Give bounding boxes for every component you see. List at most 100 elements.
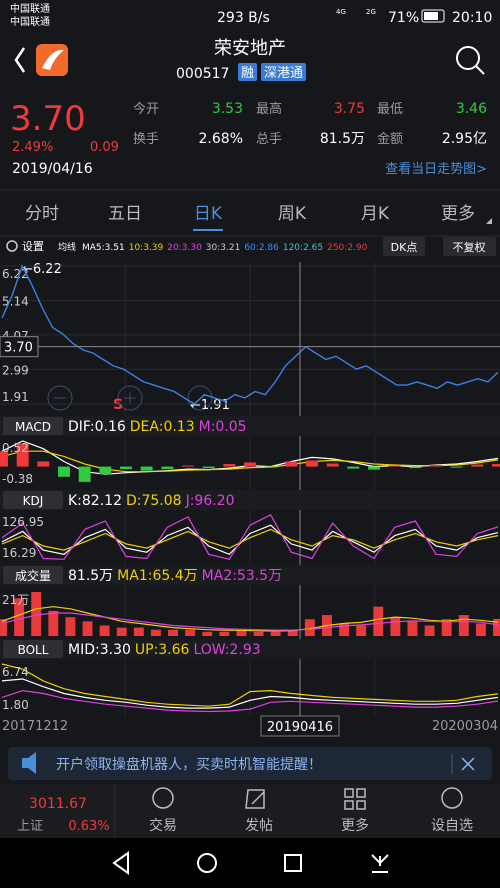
series-line — [1, 528, 499, 551]
dk-button[interactable] — [383, 237, 425, 256]
nav-item[interactable]: 更多 — [341, 817, 369, 834]
intraday-link[interactable]: 查看当日走势图> — [385, 161, 487, 177]
bar — [441, 619, 452, 636]
series-line — [1, 678, 499, 709]
bar — [287, 629, 298, 636]
close-banner[interactable] — [461, 757, 475, 771]
tab[interactable]: 分时 — [25, 204, 59, 224]
more-icon[interactable] — [344, 788, 366, 810]
adjust-button[interactable] — [443, 237, 496, 256]
y-tick-label: 21万 — [2, 593, 29, 607]
ma-value: 60:2.86 — [244, 243, 279, 253]
index-change[interactable]: 0.63% — [68, 819, 109, 834]
tab[interactable]: 月K — [361, 204, 390, 224]
bar — [430, 465, 442, 467]
home-key[interactable] — [197, 853, 217, 873]
bar — [471, 464, 484, 467]
settings-button[interactable]: 设置 — [22, 240, 44, 253]
tab[interactable]: 五日 — [108, 204, 142, 224]
hide-key[interactable] — [371, 854, 389, 873]
y-tick-label: 126.95 — [2, 515, 44, 529]
bar — [0, 619, 7, 636]
nav-item[interactable]: 交易 — [149, 817, 177, 834]
indicator-name[interactable]: BOLL — [18, 643, 49, 657]
indicator-name[interactable]: KDJ — [23, 494, 44, 508]
indicator-button[interactable] — [3, 640, 63, 658]
indicator-button[interactable] — [3, 491, 63, 509]
settings-icon[interactable] — [6, 240, 18, 252]
legend-entry: MA2:53.5万 — [202, 568, 282, 584]
stat-label: 总手 — [256, 132, 282, 147]
legend-entry: LOW:2.93 — [193, 642, 260, 658]
bar — [219, 631, 230, 636]
nav-button[interactable] — [187, 385, 213, 411]
series-line — [1, 450, 499, 473]
back-button[interactable] — [14, 47, 26, 73]
bar — [58, 466, 70, 477]
bar — [368, 466, 380, 470]
tab[interactable]: 周K — [278, 204, 307, 224]
bar — [182, 465, 194, 467]
indicator-button[interactable] — [3, 417, 63, 435]
bar — [99, 466, 112, 475]
series-line — [1, 606, 499, 632]
tab[interactable]: 日K — [194, 204, 223, 224]
nav-item[interactable]: 发帖 — [245, 818, 273, 834]
bar — [150, 629, 161, 636]
y-tick-label: 0.52 — [2, 441, 29, 455]
indicator-header — [0, 416, 500, 436]
index-value[interactable]: 3011.67 — [29, 796, 87, 812]
bar — [120, 466, 132, 470]
bar — [409, 466, 422, 469]
system-nav — [0, 838, 500, 888]
bar — [347, 466, 360, 469]
tab[interactable]: 更多 — [441, 204, 475, 224]
low-label: ←1.91 — [190, 398, 230, 413]
bar — [16, 443, 29, 467]
banner[interactable] — [8, 747, 492, 780]
battery-icon — [421, 9, 445, 23]
banner-text[interactable]: 开户领取操盘机器人，买卖时机智能提醒！ — [56, 756, 322, 773]
cursor-date: 20190416 — [267, 720, 333, 735]
y-tick-label: 6.22 — [2, 267, 29, 281]
back-key[interactable] — [112, 851, 129, 875]
dk-button[interactable]: DK点 — [391, 241, 418, 254]
network: 2G — [366, 8, 376, 16]
zoom-out[interactable] — [47, 385, 73, 411]
bar — [65, 617, 76, 636]
y-tick-label: 2.99 — [2, 363, 29, 377]
bar — [475, 623, 486, 636]
indicator-name[interactable]: MACD — [15, 420, 51, 434]
zoom-in[interactable] — [117, 385, 143, 411]
change-pct: 2.49% — [12, 140, 53, 155]
search-button[interactable] — [475, 65, 485, 75]
cursor-label: 3.70 — [4, 341, 33, 356]
zoom-in[interactable] — [124, 392, 136, 404]
recents-key[interactable] — [284, 854, 302, 872]
index-name[interactable]: 上证 — [17, 819, 43, 834]
indicator-button[interactable] — [3, 566, 63, 584]
watch-icon[interactable] — [441, 787, 463, 809]
post-icon[interactable] — [245, 789, 265, 809]
trade-icon[interactable] — [152, 787, 174, 809]
nav-item[interactable]: 设自选 — [431, 818, 473, 834]
carrier: 中国联通 — [10, 15, 50, 28]
stat-label: 今开 — [133, 101, 159, 117]
search-button[interactable] — [456, 46, 480, 70]
ma-label: 均线 — [58, 241, 76, 253]
bar — [450, 466, 463, 468]
bar — [14, 598, 25, 636]
legend-entry: K:82.12 — [68, 493, 122, 509]
y-tick-label: 1.80 — [2, 698, 29, 712]
adjust-button[interactable]: 不复权 — [453, 240, 486, 254]
bar — [223, 464, 236, 467]
bar — [31, 592, 42, 636]
y-tick-label: 5.14 — [2, 295, 29, 309]
bar — [373, 606, 384, 636]
indicator-name[interactable]: 成交量 — [15, 568, 51, 583]
network: 4G — [336, 8, 346, 16]
y-tick-label: -0.38 — [2, 472, 33, 486]
stock-code: 000517 — [176, 66, 229, 82]
stat-value: 3.53 — [212, 101, 243, 117]
